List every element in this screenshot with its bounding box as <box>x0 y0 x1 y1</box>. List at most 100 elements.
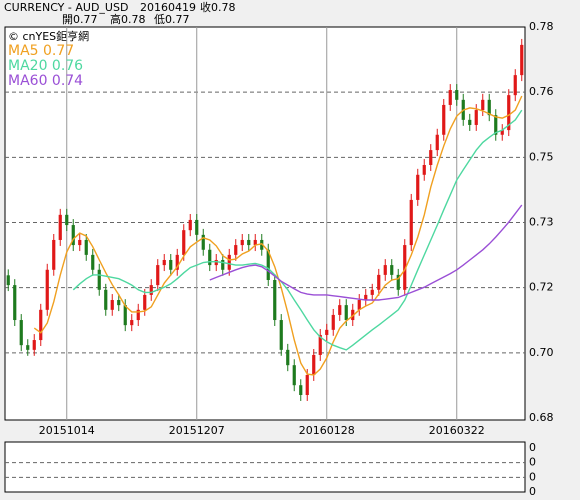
candle-body <box>149 285 153 295</box>
candle-body <box>455 90 459 100</box>
close-label: 收0.78 <box>200 0 236 14</box>
candle-body <box>435 134 439 151</box>
date: 20160419 <box>140 1 196 14</box>
candle-body <box>312 354 316 375</box>
candle-body <box>260 239 264 250</box>
candle-body <box>156 265 160 286</box>
y-tick-label: 0.75 <box>529 150 554 163</box>
candle-body <box>195 219 199 235</box>
lower-tick-label: 0 <box>529 485 536 498</box>
candle-body <box>13 285 17 321</box>
candle-body <box>104 289 108 310</box>
candle-body <box>65 214 69 226</box>
candle-body <box>201 234 205 250</box>
candle-body <box>279 320 283 350</box>
candle-body <box>32 340 36 350</box>
candle-body <box>448 90 452 105</box>
candle-body <box>71 225 75 246</box>
y-tick-label: 0.76 <box>529 85 554 98</box>
candle-body <box>208 249 212 266</box>
candle-body <box>331 314 335 330</box>
candle-body <box>19 320 23 346</box>
candle-body <box>6 275 10 286</box>
candle-body <box>390 265 394 275</box>
candle-body <box>338 305 342 315</box>
lower-panel <box>4 441 526 493</box>
candle-body <box>266 249 270 280</box>
candle-body <box>84 239 88 255</box>
candle-body <box>422 165 426 175</box>
legend-entry: MA20 0.76 <box>8 58 83 74</box>
candle-body <box>45 269 49 310</box>
candle-body <box>188 219 192 231</box>
chart-title: CURRENCY - AUD_USD <box>4 1 128 14</box>
candle-body <box>305 374 309 395</box>
y-tick-label: 0.70 <box>529 346 554 359</box>
candle-body <box>481 99 485 111</box>
candle-body <box>507 95 511 131</box>
candle-body <box>416 174 420 200</box>
lower-tick-label: 0 <box>529 456 536 469</box>
x-tick-label: 20160322 <box>429 424 485 437</box>
candle-body <box>169 259 173 270</box>
candle-body <box>52 239 56 270</box>
candle-body <box>253 239 257 246</box>
candle-body <box>130 320 134 326</box>
lower-tick-label: 0 <box>529 441 536 454</box>
y-tick-label: 0.72 <box>529 281 554 294</box>
candle-body <box>58 214 62 240</box>
low-label: 低0.77 <box>154 13 190 26</box>
candle-body <box>247 239 251 246</box>
candle-body <box>344 305 348 321</box>
candle-body <box>442 104 446 135</box>
y-tick-label: 0.68 <box>529 411 554 424</box>
candle-body <box>273 280 277 321</box>
candle-body <box>110 300 114 310</box>
candle-body <box>299 385 303 395</box>
candle-body <box>227 254 231 270</box>
legend-entry: MA5 0.77 <box>8 43 74 59</box>
candle-body <box>500 130 504 135</box>
candle-body <box>292 365 296 386</box>
candle-body <box>377 274 381 290</box>
candle-body <box>364 294 368 301</box>
x-tick-label: 20151207 <box>169 424 225 437</box>
high-label: 高0.78 <box>110 12 146 26</box>
candle-body <box>487 99 491 116</box>
candle-body <box>39 309 43 341</box>
candle-body <box>234 245 238 255</box>
candle-body <box>97 269 101 290</box>
ma-line <box>72 109 523 351</box>
candle-body <box>474 110 478 125</box>
candle-body <box>175 254 179 270</box>
candle-body <box>286 349 290 366</box>
candle-body <box>383 265 387 275</box>
candle-body <box>513 75 517 96</box>
candle-body <box>468 119 472 125</box>
candle-body <box>240 239 244 246</box>
x-tick-label: 20151014 <box>39 424 95 437</box>
x-tick-label: 20160128 <box>299 424 355 437</box>
candle-body <box>182 230 186 255</box>
ma-line <box>209 204 523 301</box>
candle-body <box>136 309 140 321</box>
candle-body <box>403 245 407 290</box>
candle-body <box>214 259 218 266</box>
candle-body <box>123 305 127 326</box>
candle-body <box>409 199 413 246</box>
candle-body <box>318 334 322 355</box>
candle-body <box>221 259 225 270</box>
candle-body <box>143 294 147 310</box>
lower-tick-label: 0 <box>529 470 536 483</box>
candle-body <box>162 259 166 266</box>
y-tick-label: 0.78 <box>529 20 554 33</box>
open-label: 開0.77 <box>62 13 98 26</box>
candle-body <box>429 150 433 165</box>
candle-body <box>325 329 329 335</box>
legend-entry: MA60 0.74 <box>8 73 83 89</box>
candle-body <box>78 239 82 246</box>
candle-body <box>117 300 121 306</box>
candle-body <box>357 300 361 310</box>
candle-body <box>91 254 95 270</box>
candle-body <box>494 115 498 135</box>
